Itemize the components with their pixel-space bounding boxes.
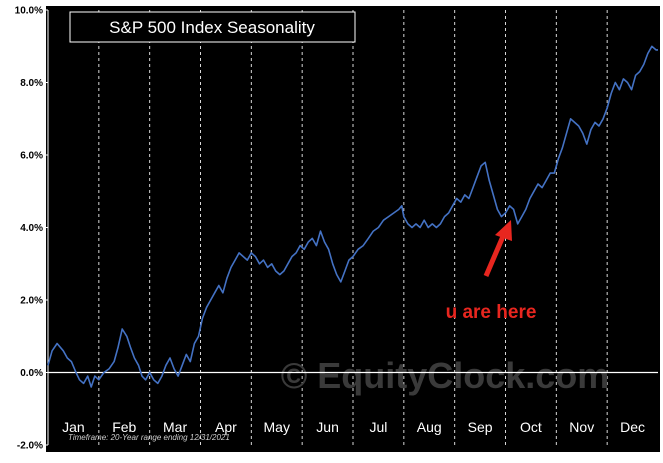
y-axis: 10.0% 8.0% 6.0% 4.0% 2.0% 0.0% -2.0% — [15, 6, 49, 452]
x-tick-label: Jan — [62, 419, 85, 435]
y-tick-label: 10.0% — [15, 6, 43, 17]
y-tick-label: 6.0% — [20, 151, 43, 162]
chart-title: S&P 500 Index Seasonality — [109, 18, 315, 37]
x-tick-label: Jun — [316, 419, 339, 435]
x-tick-label: May — [264, 419, 290, 435]
x-tick-label: Nov — [569, 419, 594, 435]
y-tick-label: -2.0% — [17, 441, 43, 452]
y-tick-label: 8.0% — [20, 78, 43, 89]
y-tick-label: 4.0% — [20, 223, 43, 234]
x-tick-label: Mar — [163, 419, 187, 435]
x-tick-label: Feb — [112, 419, 136, 435]
x-tick-label: Jul — [369, 419, 387, 435]
seasonality-line — [47, 45, 658, 388]
y-tick-label: 0.0% — [20, 368, 43, 379]
x-tick-label: Oct — [520, 419, 542, 435]
timeframe-footnote: Timeframe: 20-Year range ending 12/31/20… — [68, 433, 230, 442]
x-tick-label: Dec — [620, 419, 645, 435]
x-axis: Jan Feb Mar Apr May Jun Jul Aug Sep Oct Nov Dec — [48, 371, 658, 435]
x-tick-label: Apr — [215, 419, 237, 435]
x-tick-label: Sep — [468, 419, 493, 435]
y-tick-label: 2.0% — [20, 296, 43, 307]
chart-title-box: S&P 500 Index Seasonality — [69, 11, 356, 43]
watermark-text: © EquityClock.com — [281, 355, 610, 396]
annotation-text: u are here — [446, 302, 537, 323]
x-tick-label: Aug — [417, 419, 442, 435]
you-are-here-arrow — [483, 220, 512, 277]
